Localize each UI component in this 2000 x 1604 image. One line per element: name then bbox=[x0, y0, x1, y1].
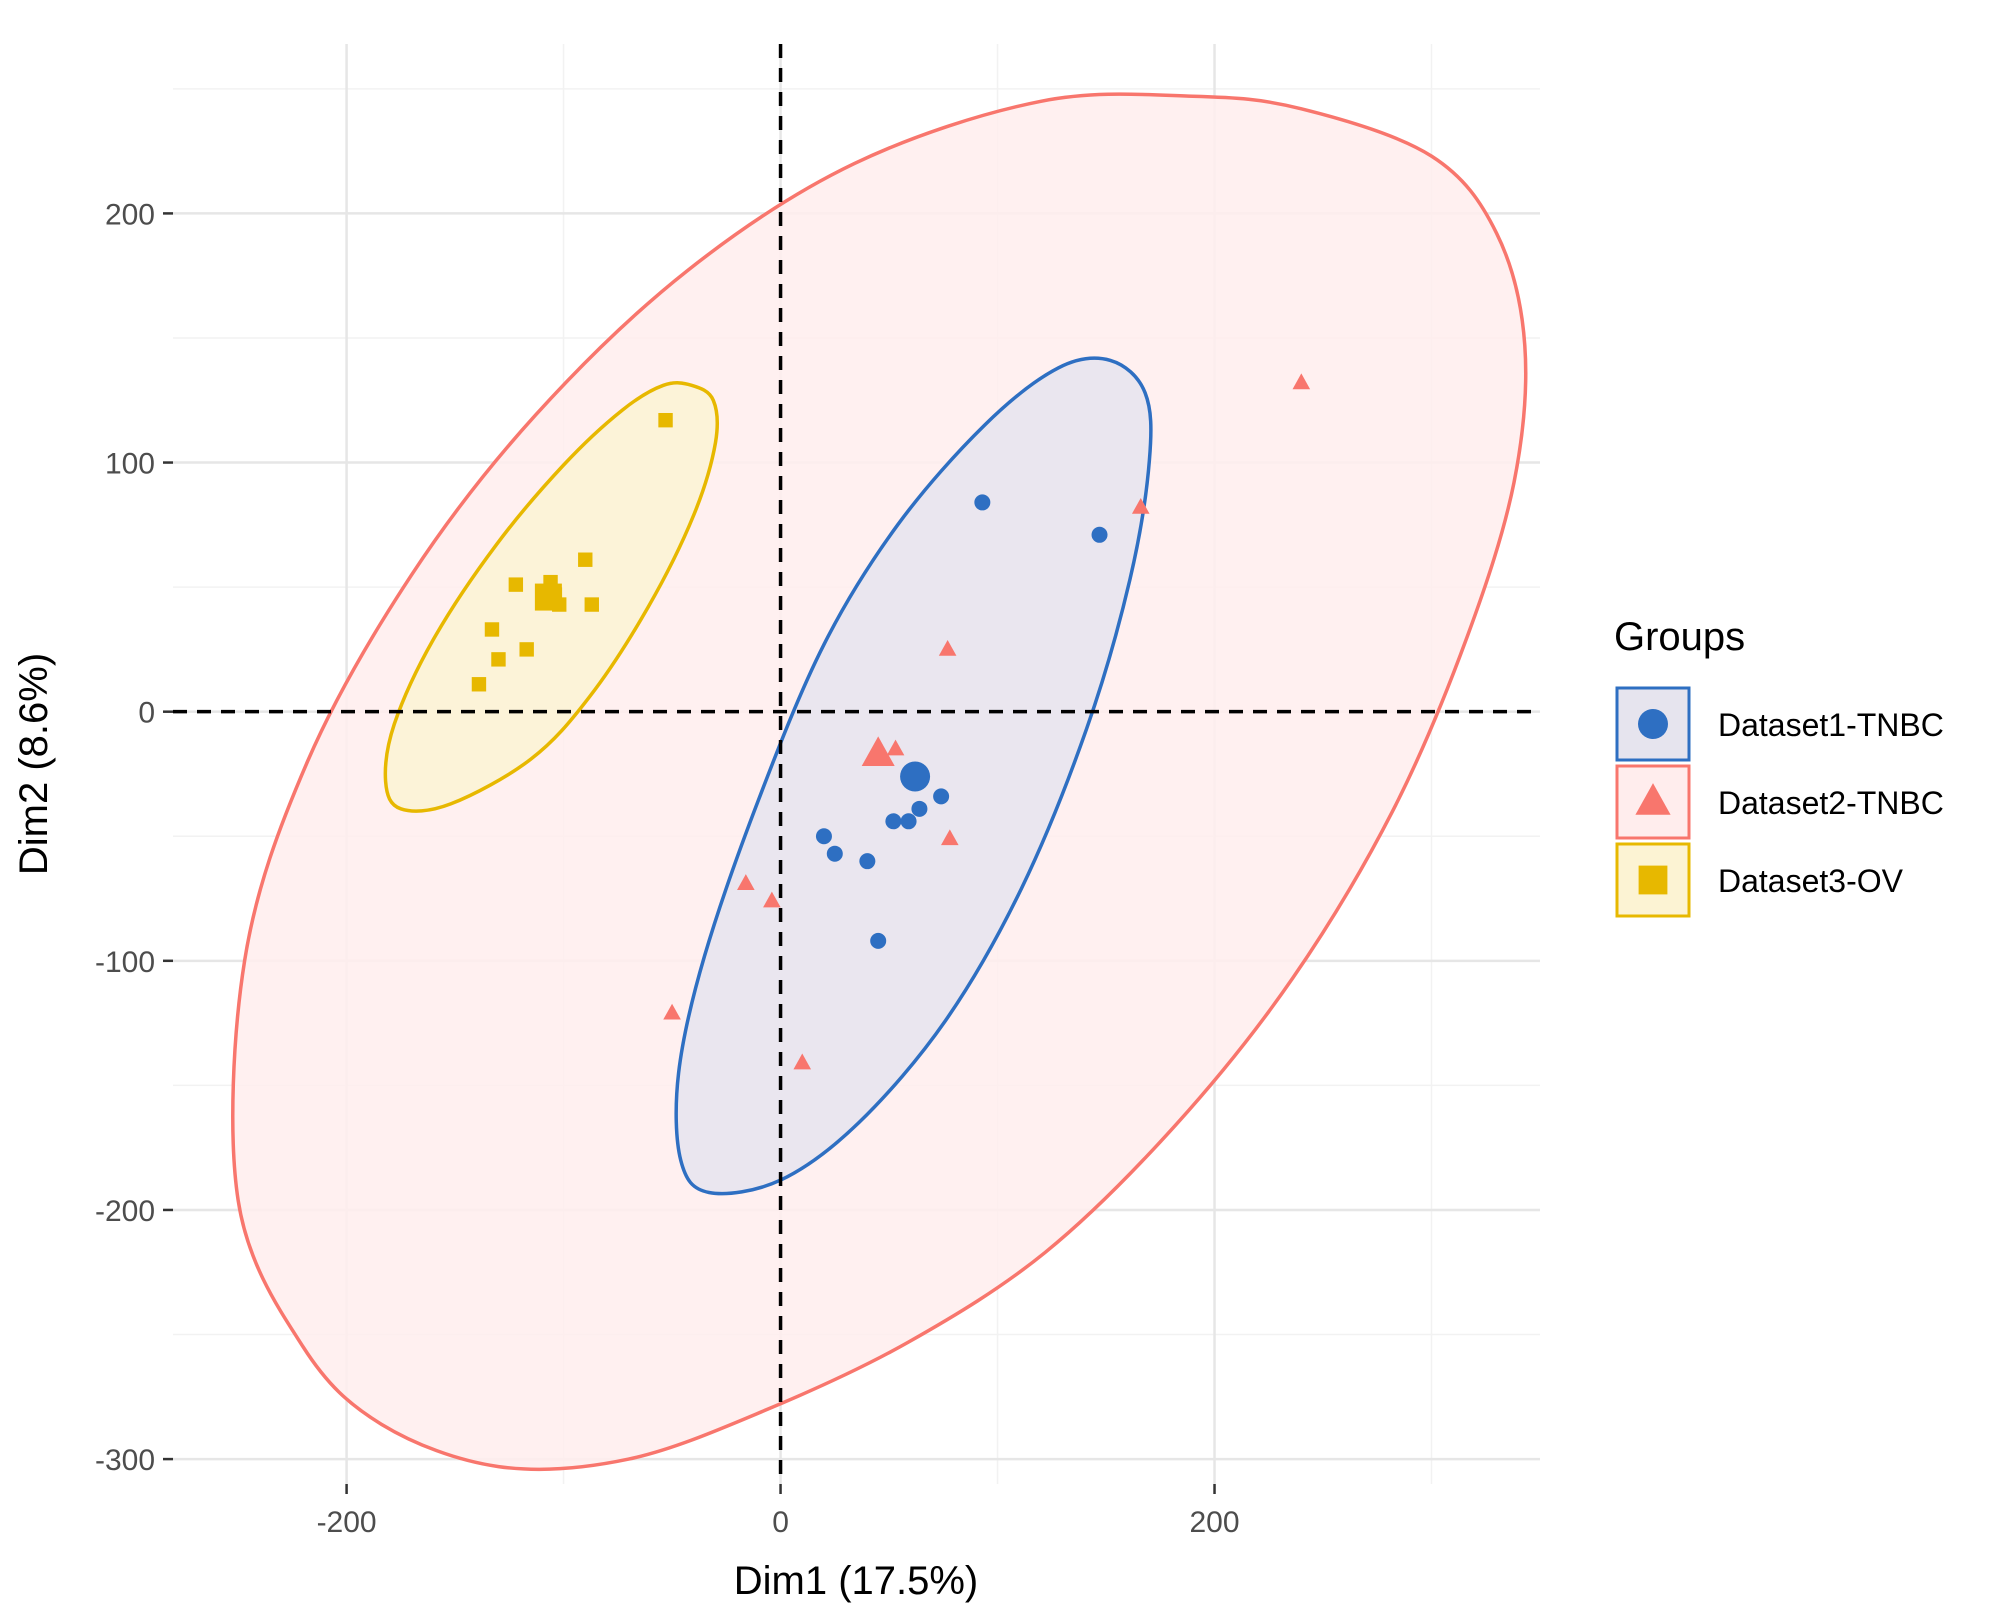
reference-lines bbox=[173, 44, 1540, 1484]
point-dataset1-tnbc bbox=[900, 813, 917, 830]
point-dataset2-tnbc bbox=[1131, 497, 1150, 514]
legend-marker-dataset1-tnbc bbox=[1638, 709, 1668, 739]
legend-label-dataset1-tnbc: Dataset1-TNBC bbox=[1718, 707, 1944, 743]
point-dataset2-tnbc bbox=[763, 891, 781, 908]
legend-title: Groups bbox=[1614, 615, 1745, 659]
centroid-dataset1-tnbc bbox=[900, 761, 931, 792]
legend-label-dataset3-ov: Dataset3-OV bbox=[1718, 863, 1904, 899]
point-dataset1-tnbc bbox=[911, 800, 928, 817]
legend-marker-dataset3-ov bbox=[1638, 865, 1668, 895]
y-tick-label: -200 bbox=[95, 1195, 155, 1228]
point-dataset1-tnbc bbox=[974, 494, 991, 511]
point-dataset1-tnbc bbox=[859, 853, 876, 870]
axes: -200 0 200 -300 -200 -100 0 100 200 bbox=[95, 198, 1240, 1539]
point-dataset1-tnbc bbox=[885, 813, 902, 830]
y-tick-label: -300 bbox=[95, 1444, 155, 1477]
point-dataset3-ov bbox=[578, 552, 593, 567]
point-dataset3-ov bbox=[508, 577, 524, 592]
point-dataset1-tnbc bbox=[826, 845, 843, 862]
point-dataset3-ov bbox=[658, 412, 673, 428]
point-dataset2-tnbc bbox=[663, 1003, 681, 1020]
point-dataset3-ov bbox=[519, 642, 534, 657]
point-dataset2-tnbc bbox=[737, 874, 755, 890]
x-tick-label: -200 bbox=[317, 1506, 377, 1539]
legend-items: Dataset1-TNBC Dataset2-TNBC Dataset3-OV bbox=[1615, 686, 1944, 918]
point-dataset3-ov bbox=[471, 677, 487, 692]
x-axis-title: Dim1 (17.5%) bbox=[734, 1559, 979, 1603]
point-dataset2-tnbc bbox=[886, 739, 905, 756]
y-axis-title: Dim2 (8.6%) bbox=[12, 653, 56, 875]
point-dataset2-tnbc bbox=[1292, 373, 1311, 390]
y-tick-label: -100 bbox=[95, 946, 155, 979]
points bbox=[471, 373, 1311, 1070]
point-dataset1-tnbc bbox=[933, 788, 950, 805]
point-dataset1-tnbc bbox=[870, 932, 887, 949]
point-dataset1-tnbc bbox=[815, 828, 832, 845]
y-tick-label: 0 bbox=[138, 697, 155, 730]
legend-marker-dataset2-tnbc bbox=[1635, 783, 1671, 815]
point-dataset3-ov bbox=[484, 622, 500, 637]
y-tick-label: 100 bbox=[105, 448, 155, 481]
point-dataset3-ov bbox=[584, 597, 599, 612]
x-tick-label: 200 bbox=[1189, 1506, 1239, 1539]
legend: Groups Dataset1-TNBCDataset2-TNBCDataset… bbox=[1614, 615, 1944, 918]
point-dataset2-tnbc bbox=[793, 1053, 812, 1070]
legend-label-dataset2-tnbc: Dataset2-TNBC bbox=[1718, 785, 1944, 821]
point-dataset2-tnbc bbox=[938, 639, 957, 656]
x-tick-label: 0 bbox=[772, 1506, 789, 1539]
point-dataset2-tnbc bbox=[941, 829, 959, 846]
centroid-dataset2-tnbc bbox=[861, 736, 895, 767]
point-dataset1-tnbc bbox=[1091, 526, 1108, 543]
centroid-dataset3-ov bbox=[534, 583, 562, 611]
point-dataset3-ov bbox=[491, 652, 506, 667]
y-tick-label: 200 bbox=[105, 198, 155, 231]
